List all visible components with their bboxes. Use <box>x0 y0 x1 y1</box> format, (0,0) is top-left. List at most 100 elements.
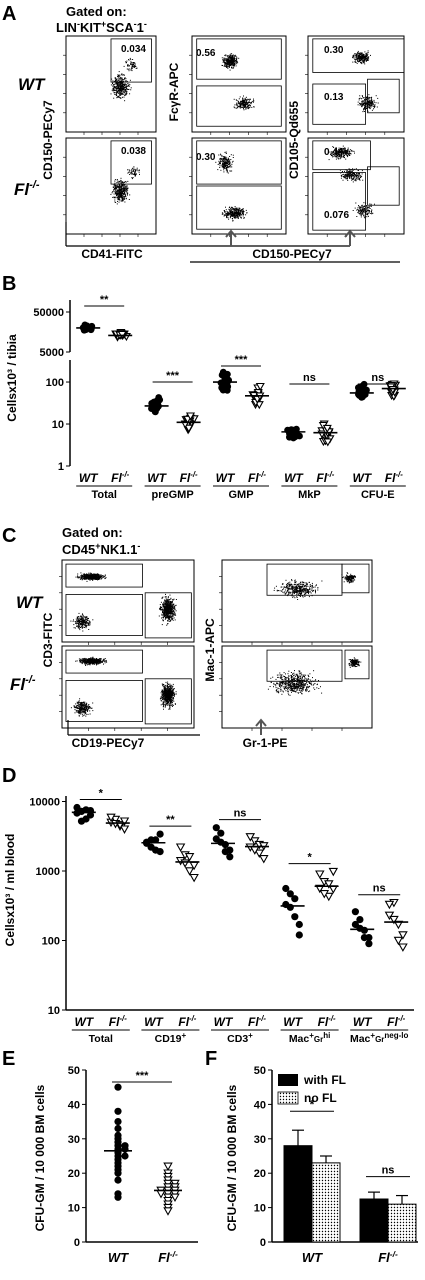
flow-event-dot <box>245 102 247 104</box>
flow-event-dot <box>363 61 365 63</box>
flow-event-dot <box>100 577 102 579</box>
flow-event-dot <box>115 197 117 199</box>
flow-event-dot <box>239 103 241 105</box>
flow-event-dot <box>222 167 224 169</box>
flow-event-dot <box>116 94 118 96</box>
flow-event-dot <box>360 61 361 63</box>
flow-event-dot <box>134 171 136 173</box>
flow-event-dot <box>84 616 86 618</box>
flow-event-dot <box>161 609 163 611</box>
flow-event-dot <box>366 216 368 218</box>
flow-event-dot <box>223 59 225 61</box>
flow-event-dot <box>225 161 227 163</box>
flow-event-dot <box>222 60 224 61</box>
flow-event-dot <box>74 621 76 622</box>
flow-event-dot <box>119 192 121 194</box>
flow-event-dot <box>224 54 226 56</box>
flow-event-dot <box>351 179 353 181</box>
flow-event-dot <box>247 106 249 108</box>
flow-event-dot <box>166 605 168 606</box>
flow-event-dot <box>95 574 97 576</box>
flow-event-dot <box>362 55 364 57</box>
flow-event-dot <box>368 215 369 217</box>
flow-event-dot <box>226 161 228 163</box>
flow-event-dot <box>123 198 125 200</box>
flow-event-dot <box>162 609 164 611</box>
panel-c-ylabel-1: CD3-FITC <box>41 612 55 667</box>
flow-event-dot <box>368 103 370 105</box>
flow-event-dot <box>233 209 235 211</box>
flow-event-dot <box>228 212 230 214</box>
flow-event-dot <box>125 185 127 187</box>
flow-event-dot <box>226 158 228 160</box>
flow-event-dot <box>81 623 83 625</box>
flow-event-dot <box>229 54 231 56</box>
flow-event-dot <box>97 577 99 579</box>
flow-event-dot <box>361 59 363 61</box>
flow-event-dot <box>119 93 121 95</box>
flow-event-dot <box>169 594 171 596</box>
flow-event-dot <box>121 196 123 198</box>
flow-event-dot <box>98 577 100 578</box>
flow-event-dot <box>122 84 124 86</box>
flow-event-dot <box>92 579 94 581</box>
flow-event-dot <box>83 621 85 623</box>
flow-event-dot <box>348 170 350 172</box>
flow-event-dot <box>81 625 83 627</box>
flow-event-dot <box>114 89 116 91</box>
flow-event-dot <box>235 216 237 218</box>
flow-event-dot <box>344 177 346 179</box>
flow-event-dot <box>116 186 118 188</box>
flow-event-dot <box>360 175 361 177</box>
flow-event-dot <box>159 606 161 608</box>
flow-event-dot <box>229 59 230 61</box>
flow-event-dot <box>332 154 334 156</box>
flow-event-dot <box>173 614 175 616</box>
flow-event-dot <box>119 194 121 196</box>
flow-event-dot <box>86 616 88 618</box>
flow-event-dot <box>356 56 358 57</box>
flow-event-dot <box>94 573 96 575</box>
flow-event-dot <box>215 161 217 163</box>
flow-event-dot <box>235 208 237 210</box>
flow-event-dot <box>229 161 231 163</box>
flow-event-dot <box>117 79 119 81</box>
flow-event-dot <box>371 212 373 214</box>
flow-event-dot <box>116 90 118 92</box>
flow-event-dot <box>121 77 123 79</box>
flow-event-dot <box>355 168 357 170</box>
flow-event-dot <box>122 79 124 81</box>
flow-event-dot <box>126 88 128 90</box>
flow-event-dot <box>79 619 81 621</box>
flow-event-dot <box>84 662 86 664</box>
gate-value: 0.038 <box>121 146 146 157</box>
flow-event-dot <box>116 193 118 194</box>
flow-event-dot <box>245 96 247 98</box>
flow-event-dot <box>348 171 350 172</box>
flow-event-dot <box>353 150 355 152</box>
gate-box <box>110 38 152 83</box>
flow-event-dot <box>104 662 106 664</box>
flow-event-dot <box>167 613 169 615</box>
flow-event-dot <box>226 161 228 163</box>
flow-event-dot <box>369 102 371 104</box>
flow-event-dot <box>359 60 361 62</box>
flow-event-dot <box>329 151 331 153</box>
flow-event-dot <box>173 611 175 613</box>
flow-event-dot <box>232 59 234 61</box>
flow-event-dot <box>118 71 120 73</box>
flow-event-dot <box>121 195 123 197</box>
flow-event-dot <box>227 215 229 217</box>
flow-event-dot <box>364 102 366 104</box>
flow-event-dot <box>98 576 99 578</box>
flow-event-dot <box>125 80 127 82</box>
flow-event-dot <box>228 63 230 65</box>
flow-event-dot <box>233 60 234 62</box>
flow-event-dot <box>362 204 364 206</box>
flow-event-dot <box>112 84 114 86</box>
flow-event-dot <box>231 215 233 217</box>
flow-event-dot <box>120 80 122 82</box>
flow-event-dot <box>351 170 353 172</box>
flow-event-dot <box>164 611 166 613</box>
flow-event-dot <box>123 195 124 197</box>
